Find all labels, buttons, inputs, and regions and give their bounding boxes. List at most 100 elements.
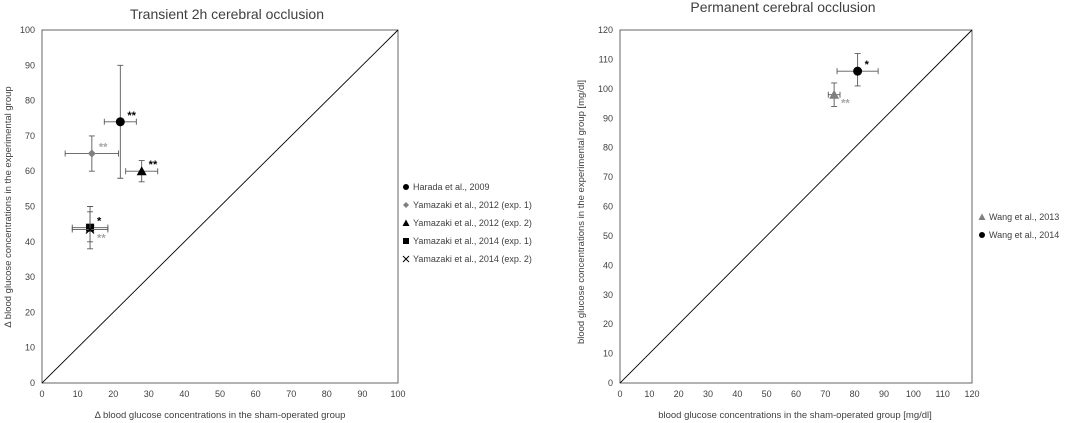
- triangle-marker: [829, 89, 840, 99]
- y-tick-label: 0: [30, 378, 35, 388]
- x-tick-label: 30: [703, 389, 713, 399]
- significance-annotation: *: [97, 216, 102, 228]
- legend-label: Wang et al., 2013: [989, 212, 1059, 222]
- y-tick-label: 30: [25, 272, 35, 282]
- y-tick-labels: 0 10 20 30 40 50 60 70 80 90 100: [20, 25, 35, 388]
- legend-item: Yamazaki et al., 2012 (exp. 2): [402, 218, 532, 228]
- x-tick-label: 50: [215, 389, 225, 399]
- chart-title: Permanent cerebral occlusion: [690, 0, 875, 15]
- legend-circle-icon: [979, 232, 985, 238]
- y-tick-label: 20: [603, 319, 613, 329]
- y-tick-label: 30: [603, 290, 613, 300]
- x-tick-label: 10: [73, 389, 83, 399]
- circle-marker: [853, 66, 863, 76]
- x-tick-label: 100: [906, 389, 921, 399]
- x-axis-label: blood glucose concentrations in the sham…: [658, 410, 932, 421]
- y-tick-label: 60: [25, 166, 35, 176]
- legend-item: Yamazaki et al., 2014 (exp. 1): [403, 236, 532, 246]
- legend: Wang et al., 2013 Wang et al., 2014: [978, 212, 1059, 240]
- circle-marker: [115, 117, 125, 127]
- y-tick-label: 100: [20, 25, 35, 35]
- axes: [619, 29, 973, 384]
- series-point: **: [103, 64, 137, 179]
- legend-label: Wang et al., 2014: [989, 230, 1059, 240]
- y-axis-label: blood glucose concentrations in the expe…: [576, 80, 587, 344]
- legend-triangle-icon: [402, 219, 410, 226]
- triangle-marker: [136, 166, 147, 176]
- series-point: **: [71, 211, 109, 250]
- y-tick-label: 80: [603, 143, 613, 153]
- axes: [41, 29, 399, 384]
- significance-annotation: **: [149, 159, 158, 171]
- significance-annotation: **: [97, 232, 106, 244]
- legend-item: Wang et al., 2014: [979, 230, 1059, 240]
- legend-label: Yamazaki et al., 2012 (exp. 2): [413, 218, 532, 228]
- plot-frame: [619, 29, 973, 384]
- legend-square-icon: [403, 238, 409, 244]
- y-tick-label: 0: [608, 378, 613, 388]
- x-tick-label: 120: [964, 389, 979, 399]
- y-tick-label: 40: [603, 260, 613, 270]
- x-marker: [85, 225, 95, 234]
- y-tick-label: 50: [603, 231, 613, 241]
- significance-annotation: **: [127, 110, 136, 122]
- legend-label: Harada et al., 2009: [413, 182, 490, 192]
- y-tick-label: 90: [603, 113, 613, 123]
- chart-permanent-occlusion: Permanent cerebral occlusion blood gluco…: [576, 0, 1059, 421]
- legend-triangle-icon: [978, 213, 986, 220]
- legend-item: Wang et al., 2013: [978, 212, 1059, 222]
- x-tick-label: 60: [251, 389, 261, 399]
- x-tick-labels: 0 10 20 30 40 50 60 70 80 90 100: [39, 389, 405, 399]
- x-tick-label: 10: [644, 389, 654, 399]
- legend-x-icon: [402, 255, 410, 263]
- y-error-bar: [87, 211, 94, 250]
- legend-label: Yamazaki et al., 2012 (exp. 1): [413, 200, 532, 210]
- x-tick-label: 90: [357, 389, 367, 399]
- y-tick-label: 60: [603, 202, 613, 212]
- x-tick-label: 80: [850, 389, 860, 399]
- x-tick-label: 110: [935, 389, 949, 399]
- x-tick-label: 80: [322, 389, 332, 399]
- legend-label: Yamazaki et al., 2014 (exp. 2): [413, 254, 532, 264]
- x-tick-label: 20: [108, 389, 118, 399]
- y-tick-label: 110: [599, 54, 613, 64]
- x-tick-label: 70: [286, 389, 296, 399]
- series-point: **: [125, 159, 159, 183]
- x-tick-label: 70: [820, 389, 830, 399]
- significance-annotation: **: [841, 98, 850, 110]
- legend-diamond-icon: [403, 202, 409, 208]
- legend-item: Yamazaki et al., 2014 (exp. 2): [402, 254, 532, 264]
- x-tick-label: 40: [179, 389, 189, 399]
- y-tick-label: 80: [25, 96, 35, 106]
- plot-frame: [41, 29, 399, 384]
- identity-line: [619, 29, 973, 384]
- x-tick-label: 60: [791, 389, 801, 399]
- y-tick-label: 70: [25, 131, 35, 141]
- y-tick-label: 20: [25, 307, 35, 317]
- legend-circle-icon: [403, 184, 409, 190]
- legend: Harada et al., 2009 Yamazaki et al., 2012…: [402, 182, 532, 264]
- data-points: ***: [827, 53, 879, 110]
- series-point: *: [836, 53, 879, 87]
- y-tick-label: 10: [25, 343, 35, 353]
- y-tick-label: 120: [598, 25, 613, 35]
- x-tick-label: 50: [762, 389, 772, 399]
- y-tick-labels: 0 10 20 30 40 50 60 70 80 90 100 110 120: [598, 25, 613, 388]
- y-tick-label: 100: [598, 84, 613, 94]
- y-tick-label: 50: [25, 202, 35, 212]
- identity-line: [41, 29, 399, 384]
- x-tick-label: 90: [879, 389, 889, 399]
- legend-label: Yamazaki et al., 2014 (exp. 1): [413, 236, 532, 246]
- y-tick-label: 10: [603, 349, 613, 359]
- x-axis-label: Δ blood glucose concentrations in the sh…: [95, 410, 346, 421]
- y-tick-label: 40: [25, 237, 35, 247]
- chart-transient-occlusion: Transient 2h cerebral occlusion Δ blood …: [3, 6, 532, 421]
- y-tick-label: 70: [603, 172, 613, 182]
- data-points: *********: [64, 64, 159, 250]
- y-tick-label: 90: [25, 60, 35, 70]
- y-axis-label: Δ blood glucose concentrations in the ex…: [3, 86, 14, 327]
- x-tick-label: 40: [732, 389, 742, 399]
- diamond-marker: [87, 149, 96, 158]
- x-tick-label: 0: [39, 389, 44, 399]
